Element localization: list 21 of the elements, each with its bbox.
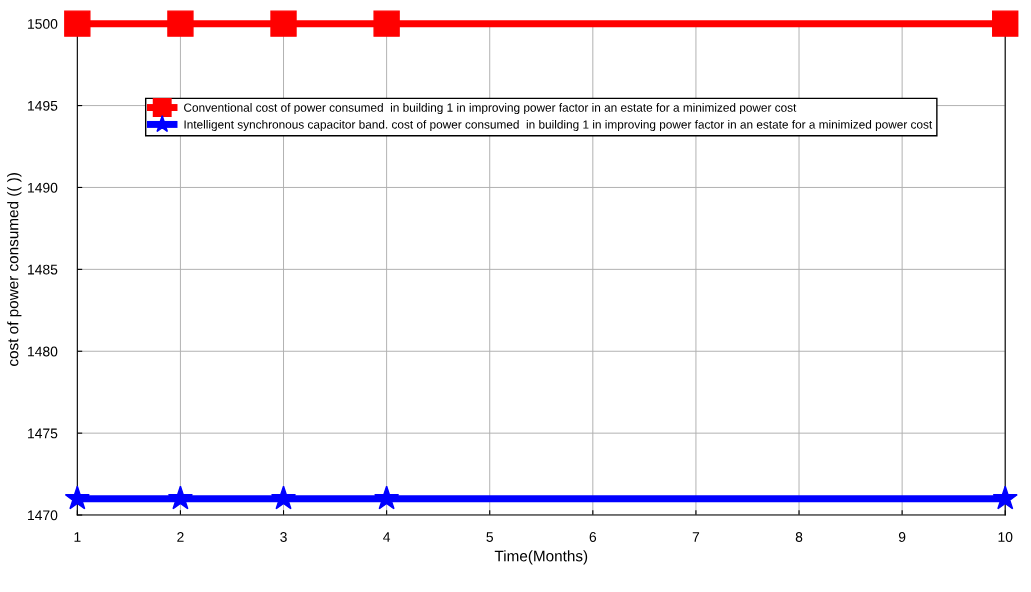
x-tick-label: 7 (692, 532, 700, 542)
y-tick-label: 1470 (28, 510, 58, 521)
y-tick-label: 1475 (28, 428, 58, 439)
y-tick-label: 1480 (28, 346, 58, 357)
x-tick-label: 6 (589, 532, 597, 542)
x-axis-title: Time(Months) (494, 550, 588, 565)
legend-label: Intelligent synchronous capacitor band. cost of power consumed in building 1 in improving power factor in an estate for a minimized power cost (184, 120, 933, 132)
x-tick-label: 8 (795, 532, 803, 542)
x-tick-label: 9 (898, 532, 906, 542)
x-tick-label: 4 (383, 532, 391, 542)
y-tick-label: 1485 (28, 264, 58, 275)
y-tick-label: 1495 (28, 100, 58, 111)
y-tick-label: 1500 (28, 19, 58, 29)
legend-label: Conventional cost of power consumed in building 1 in improving power factor in an estate for a minimized power cost (184, 103, 797, 115)
x-tick-label: 5 (486, 532, 494, 542)
x-tick-label: 1 (74, 532, 81, 542)
y-axis-title: cost of power consumed (( )) (7, 173, 22, 366)
x-tick-label: 2 (177, 532, 184, 542)
x-tick-label: 3 (280, 532, 287, 542)
y-tick-label: 1490 (28, 182, 58, 193)
x-tick-label: 10 (998, 532, 1013, 542)
